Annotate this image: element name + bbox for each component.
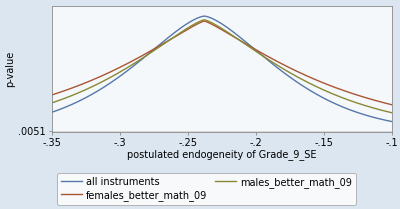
females_better_math_09 bbox=[321, 82, 326, 84]
Line: all instruments: all instruments bbox=[52, 16, 392, 122]
males_better_math_09 bbox=[84, 88, 89, 90]
females_better_math_09 bbox=[199, 21, 204, 23]
all instruments bbox=[84, 96, 89, 98]
Legend: all instruments, females_better_math_09, males_better_math_09: all instruments, females_better_math_09,… bbox=[57, 173, 356, 205]
females_better_math_09 bbox=[84, 81, 89, 84]
males_better_math_09 bbox=[187, 26, 192, 28]
males_better_math_09 bbox=[315, 86, 320, 88]
all instruments bbox=[321, 97, 326, 99]
females_better_math_09 bbox=[390, 103, 394, 106]
Line: males_better_math_09: males_better_math_09 bbox=[52, 20, 392, 113]
females_better_math_09 bbox=[202, 20, 207, 22]
females_better_math_09 bbox=[187, 27, 192, 29]
all instruments bbox=[284, 73, 288, 75]
males_better_math_09 bbox=[50, 102, 54, 104]
males_better_math_09 bbox=[202, 19, 207, 21]
all instruments bbox=[50, 111, 54, 113]
females_better_math_09 bbox=[284, 65, 288, 67]
all instruments bbox=[390, 120, 394, 123]
males_better_math_09 bbox=[321, 89, 326, 91]
all instruments bbox=[199, 15, 204, 18]
Line: females_better_math_09: females_better_math_09 bbox=[52, 21, 392, 105]
all instruments bbox=[315, 93, 320, 96]
females_better_math_09 bbox=[315, 79, 320, 82]
all instruments bbox=[187, 21, 192, 23]
Y-axis label: p-value: p-value bbox=[5, 51, 15, 87]
X-axis label: postulated endogeneity of Grade_9_SE: postulated endogeneity of Grade_9_SE bbox=[127, 149, 317, 160]
all instruments bbox=[202, 15, 207, 17]
males_better_math_09 bbox=[390, 112, 394, 114]
males_better_math_09 bbox=[284, 69, 288, 72]
females_better_math_09 bbox=[50, 94, 54, 96]
males_better_math_09 bbox=[199, 19, 204, 22]
